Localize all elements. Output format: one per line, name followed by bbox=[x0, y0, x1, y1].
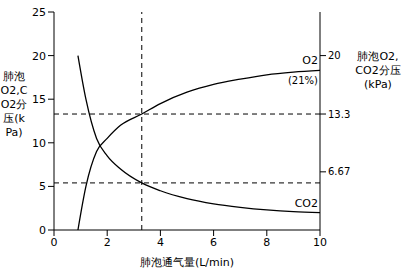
svg-text:0: 0 bbox=[51, 236, 58, 249]
svg-text:肺泡通气量(L/min): 肺泡通气量(L/min) bbox=[140, 256, 234, 269]
svg-text:15: 15 bbox=[32, 93, 46, 106]
svg-text:5: 5 bbox=[39, 180, 46, 193]
svg-text:10: 10 bbox=[313, 236, 327, 249]
svg-text:20: 20 bbox=[32, 50, 46, 63]
svg-text:10: 10 bbox=[32, 137, 46, 150]
svg-text:O2: O2 bbox=[302, 54, 318, 67]
html-text:肺泡O2,CO2分压(kPa): 肺泡O2,CO2分压(kPa) bbox=[0, 70, 28, 139]
svg-text:13.3: 13.3 bbox=[328, 109, 350, 120]
svg-text:25: 25 bbox=[32, 6, 46, 19]
svg-text:2: 2 bbox=[104, 236, 111, 249]
svg-text:0: 0 bbox=[39, 224, 46, 237]
svg-text:8: 8 bbox=[263, 236, 270, 249]
html-text:肺泡O2,CO2分压(kPa): 肺泡O2,CO2分压(kPa) bbox=[355, 50, 401, 91]
svg-text:4: 4 bbox=[157, 236, 164, 249]
svg-text:6.67: 6.67 bbox=[328, 166, 350, 177]
svg-text:CO2: CO2 bbox=[295, 197, 318, 210]
svg-text:20: 20 bbox=[328, 50, 341, 61]
svg-text:6: 6 bbox=[210, 236, 217, 249]
svg-text:(21%): (21%) bbox=[288, 75, 318, 86]
